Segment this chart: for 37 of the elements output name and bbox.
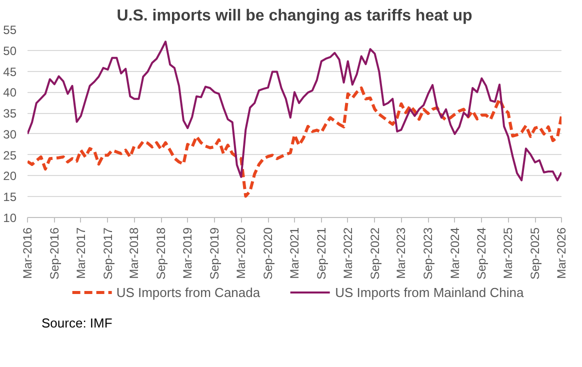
x-tick-label: Mar-2023 xyxy=(394,227,408,279)
y-tick-label: 40 xyxy=(3,86,17,100)
x-tick-label: Mar-2024 xyxy=(448,227,462,279)
legend-label: US Imports from Canada xyxy=(116,284,260,300)
x-tick-label: Mar-2025 xyxy=(501,227,516,279)
y-tick-label: 25 xyxy=(3,148,17,162)
legend-label: US Imports from Mainland China xyxy=(335,284,524,300)
x-tick-label: Mar-2020 xyxy=(234,227,248,279)
y-tick-label: 10 xyxy=(3,211,17,225)
x-tick-label: Sep-2020 xyxy=(261,227,276,280)
chart-title: U.S. imports will be changing as tariffs heat up xyxy=(116,8,473,24)
y-tick-label: 45 xyxy=(3,64,17,79)
y-tick-label: 15 xyxy=(3,190,17,204)
y-tick-label: 20 xyxy=(3,169,17,184)
x-tick-label: Mar-2018 xyxy=(127,227,142,279)
x-tick-label: Mar-2026 xyxy=(554,227,568,279)
x-tick-label: Sep-2022 xyxy=(368,227,382,280)
x-tick-label: Sep-2023 xyxy=(421,227,436,280)
line-series xyxy=(28,40,562,182)
x-tick-label: Sep-2017 xyxy=(100,227,115,280)
y-tick-label: 50 xyxy=(3,44,17,58)
x-tick-label: Sep-2019 xyxy=(208,227,222,280)
x-tick-label: Mar-2022 xyxy=(340,227,355,279)
x-tick-label: Sep-2021 xyxy=(314,227,328,280)
x-tick-label: Mar-2021 xyxy=(288,227,302,279)
x-tick-label: Mar-2016 xyxy=(20,227,34,279)
source-note: Source: IMF xyxy=(42,316,112,330)
x-tick-label: Mar-2017 xyxy=(74,227,88,279)
x-tick-label: Sep-2025 xyxy=(528,227,542,280)
x-tick-label: Sep-2024 xyxy=(474,227,489,280)
x-tick-label: Mar-2019 xyxy=(180,227,195,279)
y-tick-label: 35 xyxy=(3,106,17,121)
x-tick-label: Sep-2018 xyxy=(154,227,168,280)
line-series xyxy=(28,86,562,198)
y-tick-label: 30 xyxy=(3,127,17,142)
x-tick-label: Sep-2016 xyxy=(47,227,62,280)
y-tick-label: 55 xyxy=(3,23,17,37)
